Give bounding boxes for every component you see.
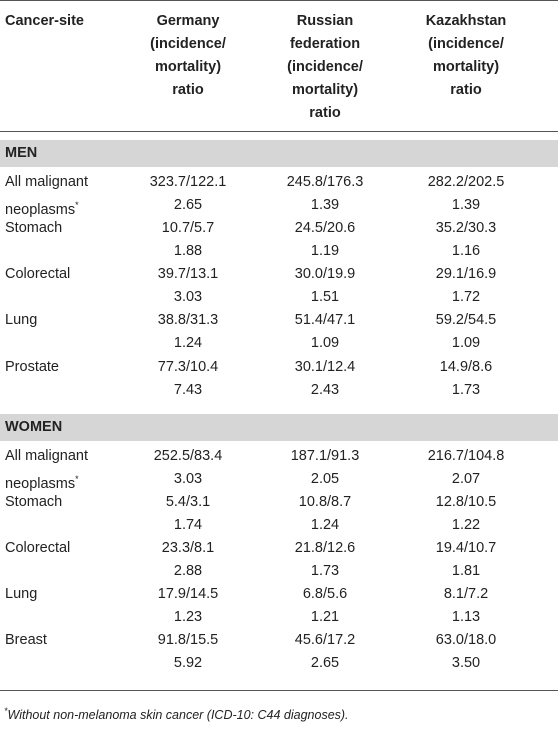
- cell: 2.05: [310, 470, 340, 487]
- cell: 1.22: [451, 516, 481, 533]
- header-line: (incidence/: [287, 59, 363, 75]
- header-line: (incidence/: [428, 36, 504, 52]
- cell: 3.03: [173, 470, 203, 487]
- cell: 1.73: [451, 381, 481, 398]
- cell: 8.1/7.2: [443, 586, 489, 603]
- cell: 30.0/19.9: [294, 266, 356, 283]
- rule: [0, 0, 558, 1]
- cell: 1.88: [173, 243, 203, 259]
- cell: 7.43: [173, 381, 203, 398]
- cell: 51.4/47.1: [294, 312, 356, 329]
- cell: 1.16: [451, 243, 481, 259]
- cell: 1.74: [173, 516, 203, 533]
- section-title: MEN: [5, 145, 38, 161]
- cell: 91.8/15.5: [157, 632, 219, 649]
- cell: 1.21: [310, 609, 340, 626]
- footnote-marker: *: [75, 200, 79, 210]
- rule: [0, 690, 558, 691]
- cell: 38.8/31.3: [157, 312, 219, 329]
- header-line: Russian: [296, 13, 354, 29]
- cell: 12.8/10.5: [435, 493, 497, 510]
- row-label: Colorectal: [5, 540, 71, 556]
- row-label: Breast: [5, 632, 47, 649]
- header-line: Germany: [156, 13, 220, 29]
- cell: 10.7/5.7: [161, 220, 215, 236]
- cell: 2.65: [310, 655, 340, 672]
- cell: 30.1/12.4: [294, 358, 356, 375]
- cell: 2.43: [310, 381, 340, 398]
- section-bar: [0, 140, 558, 167]
- cell: 323.7/122.1: [149, 174, 227, 190]
- section-bar: [0, 413, 558, 441]
- cell: 187.1/91.3: [290, 447, 360, 464]
- row-label: All malignant: [5, 174, 89, 190]
- row-label: Prostate: [5, 358, 59, 375]
- footnote-text: Without non-melanoma skin cancer (ICD-10…: [7, 708, 349, 723]
- footnote-marker: *: [4, 706, 8, 716]
- cell: 19.4/10.7: [435, 540, 497, 556]
- cell: 245.8/176.3: [286, 174, 364, 190]
- row-label: Lung: [5, 312, 38, 329]
- header-line: (incidence/: [150, 36, 226, 52]
- section-title: WOMEN: [5, 418, 63, 435]
- cell: 252.5/83.4: [153, 447, 223, 464]
- cell: 6.8/5.6: [302, 586, 348, 603]
- cell: 282.2/202.5: [427, 174, 505, 190]
- row-label: neoplasms*: [5, 200, 79, 218]
- cell: 1.23: [173, 609, 203, 626]
- cell: 1.09: [451, 335, 481, 352]
- cell: 21.8/12.6: [294, 540, 356, 556]
- row-label: neoplasms*: [5, 473, 79, 492]
- header-line: federation: [289, 36, 361, 52]
- cell: 2.88: [173, 563, 203, 579]
- header-line: mortality): [291, 82, 359, 98]
- cell: 1.09: [310, 335, 340, 352]
- cell: 1.72: [451, 289, 481, 306]
- header-line: mortality): [432, 59, 500, 75]
- footnote: *Without non-melanoma skin cancer (ICD-1…: [4, 700, 349, 727]
- rule: [0, 131, 558, 132]
- cell: 2.07: [451, 470, 481, 487]
- header-site: Cancer-site: [5, 13, 84, 29]
- header-line: ratio: [450, 82, 482, 98]
- cell: 23.3/8.1: [161, 540, 215, 556]
- cell: 5.92: [173, 655, 203, 672]
- cell: 1.51: [310, 289, 340, 306]
- cell: 3.03: [173, 289, 203, 306]
- cell: 1.24: [310, 516, 340, 533]
- cell: 14.9/8.6: [439, 358, 493, 375]
- cell: 39.7/13.1: [157, 266, 219, 283]
- cell: 1.39: [451, 197, 481, 213]
- cell: 216.7/104.8: [427, 447, 505, 464]
- header-line: Kazakhstan: [425, 13, 507, 29]
- cell: 1.39: [310, 197, 340, 213]
- footnote-marker: *: [75, 473, 79, 484]
- cell: 1.13: [451, 609, 481, 626]
- cell: 1.81: [451, 563, 481, 579]
- cell: 10.8/8.7: [298, 493, 352, 510]
- cell: 63.0/18.0: [435, 632, 497, 649]
- cell: 45.6/17.2: [294, 632, 356, 649]
- cell: 1.19: [310, 243, 340, 259]
- cell: 77.3/10.4: [157, 358, 219, 375]
- cell: 3.50: [451, 655, 481, 672]
- row-label: Colorectal: [5, 266, 71, 283]
- header-line: mortality): [154, 59, 222, 75]
- cell: 5.4/3.1: [165, 493, 211, 510]
- row-label: All malignant: [5, 447, 89, 464]
- row-label: Stomach: [5, 220, 63, 236]
- header-line: ratio: [172, 82, 204, 98]
- cell: 1.73: [310, 563, 340, 579]
- row-label: Stomach: [5, 493, 63, 510]
- cell: 1.24: [173, 335, 203, 352]
- row-label: Lung: [5, 586, 38, 603]
- header-line: ratio: [309, 105, 341, 121]
- cell: 17.9/14.5: [157, 586, 219, 603]
- cell: 2.65: [173, 197, 203, 213]
- cell: 59.2/54.5: [435, 312, 497, 329]
- cell: 35.2/30.3: [435, 220, 497, 236]
- cell: 29.1/16.9: [435, 266, 497, 283]
- cell: 24.5/20.6: [294, 220, 356, 236]
